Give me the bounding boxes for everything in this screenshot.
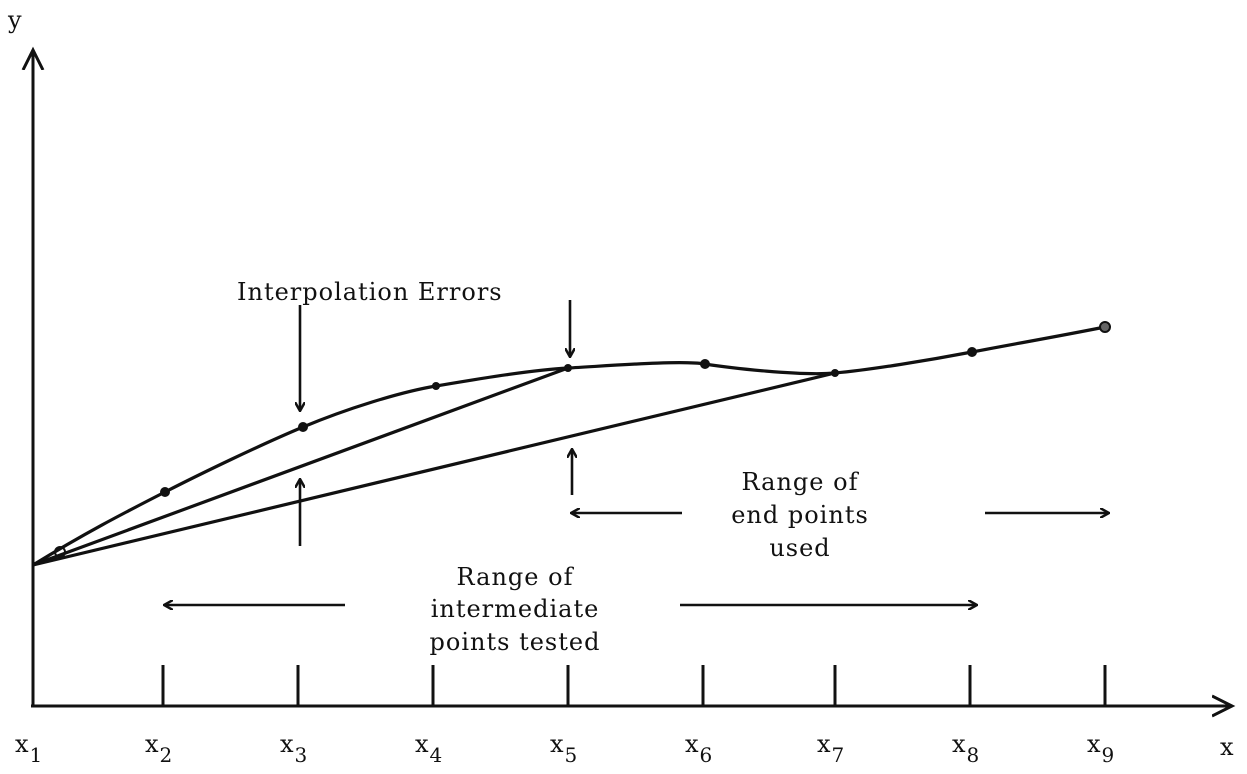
tick-subscript: 3 xyxy=(295,743,309,767)
data-points xyxy=(54,321,1111,558)
tick-subscript: 2 xyxy=(160,743,174,767)
tick-group: x1 x2 x3 x4 x5 x6 x7 x8 x9 xyxy=(15,665,1115,767)
chord xyxy=(32,366,569,567)
tick-subscript: 4 xyxy=(430,743,444,767)
point xyxy=(1099,321,1111,333)
point xyxy=(54,546,66,558)
tick-subscript: 8 xyxy=(967,743,981,767)
x-tick-label: x9 xyxy=(1087,730,1115,767)
tick-subscript: 5 xyxy=(565,743,579,767)
x-tick-label: x5 xyxy=(550,730,578,767)
annotation: used xyxy=(769,534,830,562)
x-tick-label: x3 xyxy=(280,730,308,767)
tick-subscript: 1 xyxy=(30,743,44,767)
x-tick-label: x2 xyxy=(145,730,173,767)
curve xyxy=(32,325,1106,567)
tick-name: x xyxy=(952,730,967,758)
point xyxy=(564,364,572,372)
annotation: Range of xyxy=(742,468,860,496)
tick-name: x xyxy=(145,730,160,758)
x-tick-label: x7 xyxy=(817,730,845,767)
tick-subscript: 6 xyxy=(700,743,714,767)
tick-name: x xyxy=(817,730,832,758)
point xyxy=(432,382,440,390)
point xyxy=(298,422,308,432)
point xyxy=(831,369,839,377)
tick-name: x xyxy=(550,730,565,758)
tick-name: x xyxy=(415,730,430,758)
x-tick-label: x1 xyxy=(15,730,43,767)
y-axis-label: y xyxy=(7,6,23,34)
annotation: Range of xyxy=(457,563,575,591)
annotation: intermediate xyxy=(431,595,600,623)
annotation: points tested xyxy=(430,628,601,656)
x-tick-label: x6 xyxy=(685,730,713,767)
annotation: end points xyxy=(731,501,869,529)
tick-name: x xyxy=(15,730,30,758)
point xyxy=(160,487,170,497)
point xyxy=(700,359,710,369)
tick-name: x xyxy=(685,730,700,758)
tick-name: x xyxy=(280,730,295,758)
tick-subscript: 7 xyxy=(832,743,846,767)
x-tick-label: x4 xyxy=(415,730,443,767)
annotation: Interpolation Errors xyxy=(237,278,503,306)
x-tick-label: x8 xyxy=(952,730,980,767)
arrows xyxy=(165,300,1108,605)
tick-name: x xyxy=(1087,730,1102,758)
chord xyxy=(32,371,836,567)
point xyxy=(967,347,977,357)
tick-subscript: 9 xyxy=(1102,743,1116,767)
x-axis-label: x xyxy=(1220,733,1235,761)
